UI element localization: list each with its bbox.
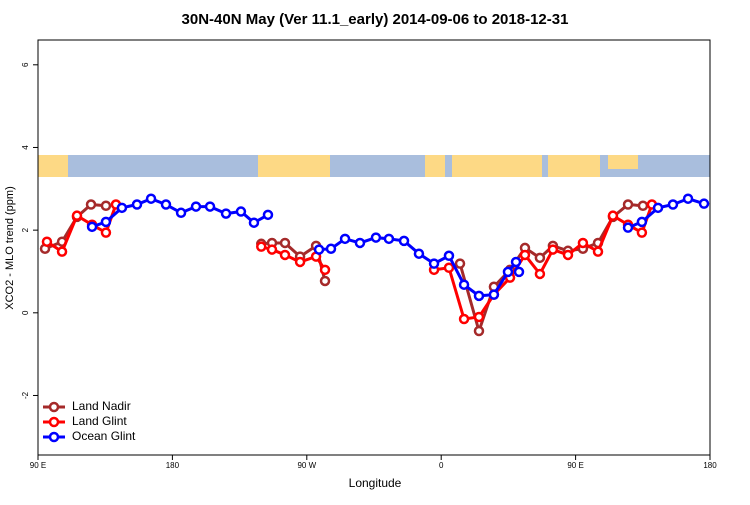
data-point — [534, 252, 546, 264]
data-point — [266, 244, 278, 255]
land — [38, 155, 68, 177]
data-point — [443, 262, 455, 274]
data-point — [100, 216, 112, 228]
data-point — [190, 201, 202, 212]
data-point — [325, 243, 337, 254]
y-tick-label: 4 — [21, 145, 30, 150]
data-point — [398, 235, 410, 247]
data-point — [85, 199, 97, 210]
data-point — [698, 198, 710, 209]
data-point — [71, 210, 83, 221]
data-point — [443, 250, 455, 262]
x-tick-label: 0 — [439, 461, 444, 470]
x-tick-label: 90 E — [567, 461, 583, 470]
data-point — [534, 268, 546, 280]
x-axis-label: Longitude — [349, 476, 402, 490]
data-point — [458, 279, 470, 290]
y-tick-label: -2 — [21, 391, 30, 399]
land — [452, 155, 542, 177]
land — [608, 155, 638, 169]
land — [425, 155, 445, 177]
data-point — [235, 206, 247, 217]
data-point — [473, 325, 485, 337]
x-tick-label: 180 — [703, 461, 717, 470]
data-point — [547, 244, 559, 255]
data-point — [458, 313, 470, 325]
data-point — [294, 256, 306, 268]
legend-label: Ocean Glint — [72, 429, 136, 443]
data-point — [502, 266, 514, 278]
data-point — [682, 193, 694, 204]
data-point — [319, 264, 331, 276]
data-point — [370, 232, 382, 243]
data-point — [667, 199, 679, 210]
map-band — [38, 155, 710, 177]
data-point — [519, 249, 531, 261]
legend-label: Land Nadir — [72, 399, 131, 413]
data-point — [160, 199, 172, 210]
plot-frame — [37, 39, 711, 456]
data-point — [510, 256, 522, 268]
data-point — [262, 209, 274, 221]
y-tick-label: 0 — [21, 310, 30, 315]
data-point — [622, 199, 634, 210]
legend-marker — [48, 416, 60, 428]
data-point — [56, 246, 68, 257]
data-point — [339, 233, 351, 245]
data-point — [562, 249, 574, 261]
data-point — [116, 202, 128, 214]
data-point — [413, 248, 425, 259]
data-point — [488, 289, 500, 300]
land — [258, 155, 330, 177]
data-point — [256, 241, 267, 252]
data-point — [204, 201, 216, 212]
chart-title: 30N-40N May (Ver 11.1_early) 2014-09-06 … — [182, 11, 569, 28]
data-point — [354, 237, 366, 249]
legend-marker — [48, 431, 60, 443]
data-point — [100, 227, 112, 238]
data-point — [41, 236, 53, 247]
data-point — [607, 210, 619, 221]
data-point — [622, 222, 634, 233]
data-point — [636, 227, 648, 238]
data-point — [592, 246, 604, 257]
data-point — [319, 275, 331, 287]
data-point — [513, 266, 525, 278]
x-tick-label: 90 W — [297, 461, 316, 470]
data-point — [428, 258, 440, 269]
data-point — [577, 237, 589, 249]
data-point — [175, 207, 187, 219]
y-tick-label: 2 — [21, 227, 30, 232]
data-point — [636, 216, 648, 228]
data-point — [220, 208, 232, 219]
data-point — [313, 244, 325, 255]
x-tick-label: 180 — [166, 461, 180, 470]
data-point — [279, 237, 291, 249]
data-point — [383, 233, 395, 245]
data-point — [86, 221, 98, 233]
data-point — [131, 199, 143, 210]
x-tick-label: 90 E — [30, 461, 46, 470]
data-point — [473, 290, 485, 302]
data-point — [145, 193, 157, 204]
y-axis-label: XCO2 - MLO trend (ppm) — [4, 186, 16, 309]
data-point — [100, 200, 112, 212]
data-point — [473, 311, 485, 323]
data-point — [637, 200, 649, 212]
data-point — [454, 258, 466, 269]
legend-label: Land Glint — [72, 414, 127, 428]
y-tick-label: 6 — [21, 62, 30, 67]
land — [548, 155, 600, 177]
legend-marker — [48, 401, 60, 413]
data-point — [248, 217, 260, 228]
data-point — [279, 249, 291, 261]
data-point — [652, 202, 664, 214]
